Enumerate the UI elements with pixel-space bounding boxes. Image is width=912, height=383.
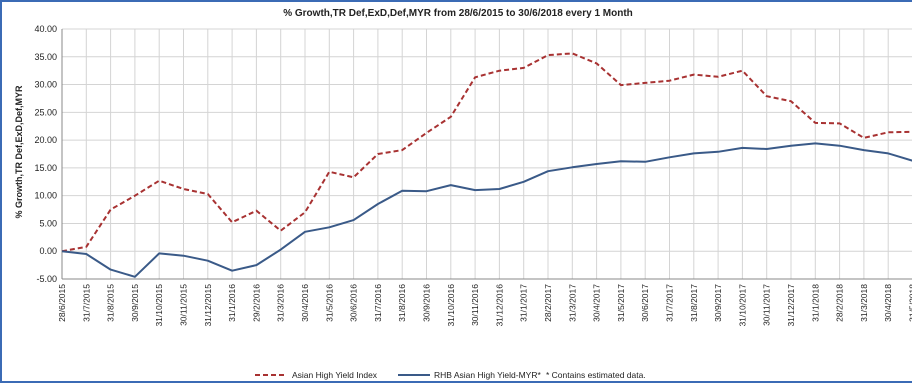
x-tick-label: 30/11/2017: [762, 284, 772, 326]
x-tick-label: 31/5/2016: [324, 284, 334, 322]
chart-title: % Growth,TR Def,ExD,Def,MYR from 28/6/20…: [283, 8, 633, 19]
series: [61, 52, 912, 278]
legend-label-rhb-asian-high-yield: RHB Asian High Yield-MYR*: [434, 370, 541, 380]
y-tick-label: -5.00: [36, 274, 57, 284]
y-tick-label: 0.00: [39, 246, 57, 256]
x-tick-label: 30/11/2016: [470, 284, 480, 326]
x-tick-label: 28/2/2017: [543, 284, 553, 322]
x-tick-label: 31/7/2016: [373, 284, 383, 322]
x-tick-label: 31/1/2018: [810, 284, 820, 322]
footnote: * Contains estimated data.: [546, 370, 646, 380]
y-ticks: 40.00 35.00 30.00 25.00 20.00 15.00 10.00 5.00 0…: [34, 24, 57, 284]
x-tick-label: 30/6/2017: [640, 284, 650, 322]
x-tick-label: 31/7/2015: [81, 284, 91, 322]
series-line-asian-high-yield-index: [61, 52, 912, 253]
x-tick-label: 28/2/2018: [835, 284, 845, 322]
y-tick-label: 40.00: [34, 24, 57, 34]
x-tick-label: 31/1/2016: [227, 284, 237, 322]
y-axis-label: % Growth,TR Def,ExD,Def,MYR: [14, 85, 24, 219]
grid: [61, 28, 912, 280]
x-tick-label: 31/12/2015: [203, 284, 213, 327]
y-tick-label: 15.00: [34, 163, 57, 173]
y-tick-label: 30.00: [34, 80, 57, 90]
x-tick-label: 31/8/2016: [397, 284, 407, 322]
y-tick-label: 25.00: [34, 107, 57, 117]
x-tick-label: 31/10/2017: [737, 284, 747, 327]
x-tick-label: 31/8/2015: [106, 284, 116, 322]
x-tick-label: 31/12/2017: [786, 284, 796, 327]
x-tick-label: 30/9/2016: [422, 284, 432, 322]
y-tick-label: 5.00: [39, 218, 57, 228]
x-tick-label: 28/6/2015: [57, 284, 67, 322]
x-tick-label: 31/5/2018: [908, 284, 912, 322]
x-tick-label: 31/7/2017: [665, 284, 675, 322]
x-tick-label: 30/9/2015: [130, 284, 140, 322]
x-tick-label: 31/5/2017: [616, 284, 626, 322]
x-tick-label: 29/2/2016: [251, 284, 261, 322]
x-tick-label: 30/6/2016: [349, 284, 359, 322]
x-tick-label: 31/10/2015: [154, 284, 164, 327]
x-tick-label: 31/3/2018: [859, 284, 869, 322]
x-tick-label: 31/10/2016: [446, 284, 456, 327]
x-tick-label: 31/3/2016: [276, 284, 286, 322]
x-tick-label: 30/4/2017: [592, 284, 602, 322]
x-tick-label: 31/1/2017: [519, 284, 529, 322]
x-tick-label: 30/4/2016: [300, 284, 310, 322]
x-tick-label: 30/4/2018: [883, 284, 893, 322]
legend: Asian High Yield Index RHB Asian High Yi…: [255, 370, 646, 380]
x-tick-label: 31/8/2017: [689, 284, 699, 322]
x-tick-label: 30/11/2015: [179, 284, 189, 326]
series-line-rhb-asian-high-yield: [61, 142, 912, 278]
x-tick-label: 30/9/2017: [713, 284, 723, 322]
x-ticks: 28/6/2015 31/7/2015 31/8/2015 30/9/2015 31/1…: [57, 284, 912, 327]
y-tick-label: 20.00: [34, 135, 57, 145]
y-tick-label: 10.00: [34, 191, 57, 201]
legend-label-asian-high-yield-index: Asian High Yield Index: [292, 370, 378, 380]
x-tick-label: 31/3/2017: [567, 284, 577, 322]
x-tick-label: 31/12/2016: [494, 284, 504, 327]
y-tick-label: 35.00: [34, 52, 57, 62]
